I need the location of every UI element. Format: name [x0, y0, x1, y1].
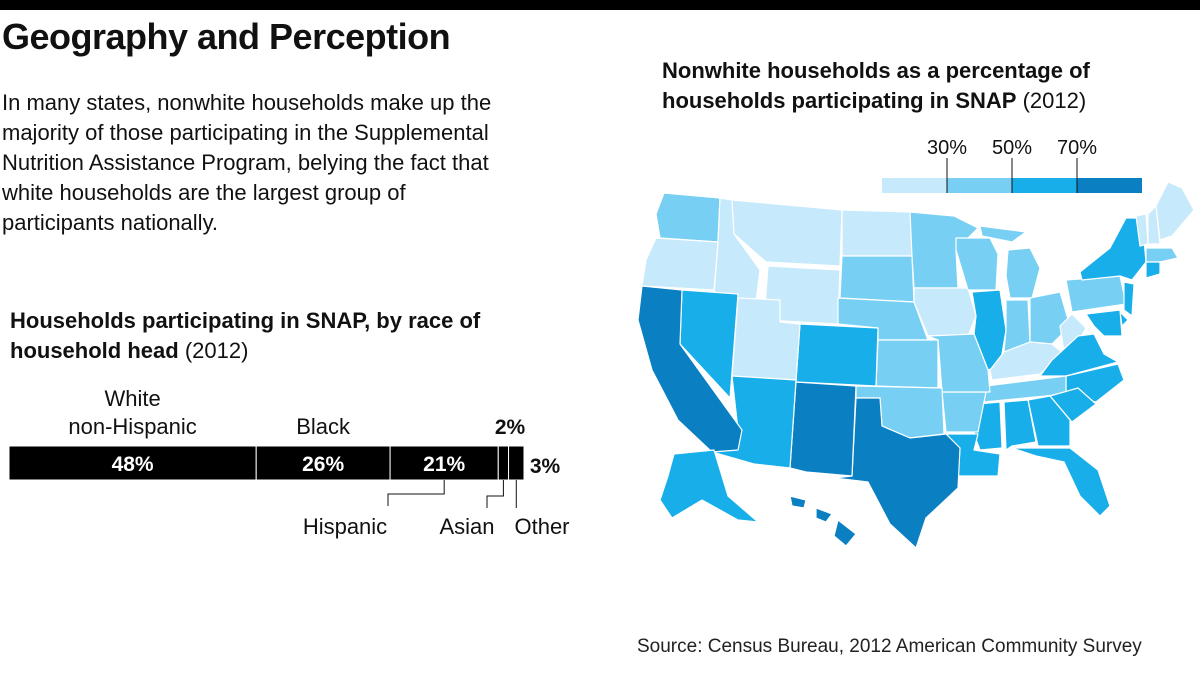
us-choropleth-map: 30% 50% 70% [637, 137, 1195, 549]
state-region-mn [909, 211, 979, 289]
map-regions [637, 181, 1195, 549]
state-region-pa [1065, 275, 1127, 313]
bar-category-label-white-non-hispanic: White [104, 386, 160, 411]
bar-value-label-white-non-hispanic: 48% [112, 453, 154, 476]
state-region-ca [637, 285, 743, 453]
legend-label: 30% [927, 137, 967, 159]
state-region-hi [789, 495, 857, 547]
state-region-wi [955, 237, 999, 291]
state-region-sd [839, 255, 915, 303]
state-region-fl [1011, 447, 1111, 517]
state-region-nj [1123, 281, 1135, 317]
bar-value-label-asian: 2% [495, 416, 526, 439]
bar-leader-line-hispanic [387, 480, 445, 506]
legend-swatch [1012, 178, 1077, 193]
legend-swatch [947, 178, 1012, 193]
state-region-ga [1027, 395, 1071, 447]
state-region-tx [833, 397, 961, 549]
map-title: Nonwhite households as a percentage of h… [662, 56, 1182, 116]
state-region-ma [1145, 247, 1179, 263]
state-region-ak [659, 449, 759, 523]
bar-category-label-white-non-hispanic: non-Hispanic [68, 414, 196, 439]
bar-segment-other [508, 445, 525, 481]
state-region-ct [1145, 261, 1161, 279]
bar-category-label-black: Black [296, 414, 351, 439]
state-region-co [795, 323, 879, 387]
bar-chart-title: Households participating in SNAP, by rac… [10, 306, 570, 366]
legend-label: 70% [1057, 137, 1097, 159]
state-region-or [641, 237, 719, 291]
state-region-nm [789, 381, 857, 477]
state-region-ky [989, 341, 1065, 381]
bar-leader-line-asian [486, 480, 504, 508]
map-title-text: Nonwhite households as a percentage of h… [662, 58, 1090, 113]
stacked-bar-chart: 48% White non-Hispanic 26% Black 21% Hispanic A… [8, 386, 570, 539]
top-rule [0, 0, 1200, 10]
bar-chart-title-year: (2012) [184, 338, 249, 363]
legend-swatch [1077, 178, 1142, 193]
state-region-al [1003, 399, 1037, 451]
map-title-year: (2012) [1022, 88, 1087, 113]
state-region-ar [941, 391, 987, 433]
bar-chart-title-text: Households participating in SNAP, by rac… [10, 308, 481, 363]
state-region-va [1039, 333, 1119, 377]
bar-value-label-black: 26% [302, 453, 344, 476]
state-region-ks [875, 339, 939, 389]
state-region-mt [731, 199, 843, 267]
state-region-nd [841, 209, 913, 257]
legend-label: 50% [992, 137, 1032, 159]
state-region-md [1085, 309, 1123, 337]
bar-category-label-hispanic: Hispanic [303, 514, 387, 539]
source-note: Source: Census Bureau, 2012 American Com… [637, 636, 1142, 657]
state-region-me [1155, 181, 1195, 241]
legend-swatch [882, 178, 947, 193]
bar-segment-white-non-hispanic [8, 445, 257, 481]
bar-category-label-asian: Asian [439, 514, 494, 539]
state-region-wa [655, 192, 721, 243]
bar-category-label-other: Other [514, 514, 569, 539]
page-title: Geography and Perception [2, 16, 451, 57]
intro-text: In many states, nonwhite households make… [2, 90, 492, 235]
bar-value-label-other: 3% [530, 455, 561, 478]
state-region-ny [1079, 217, 1147, 281]
bar-segment-asian [497, 445, 510, 481]
bar-value-label-hispanic: 21% [423, 453, 465, 476]
